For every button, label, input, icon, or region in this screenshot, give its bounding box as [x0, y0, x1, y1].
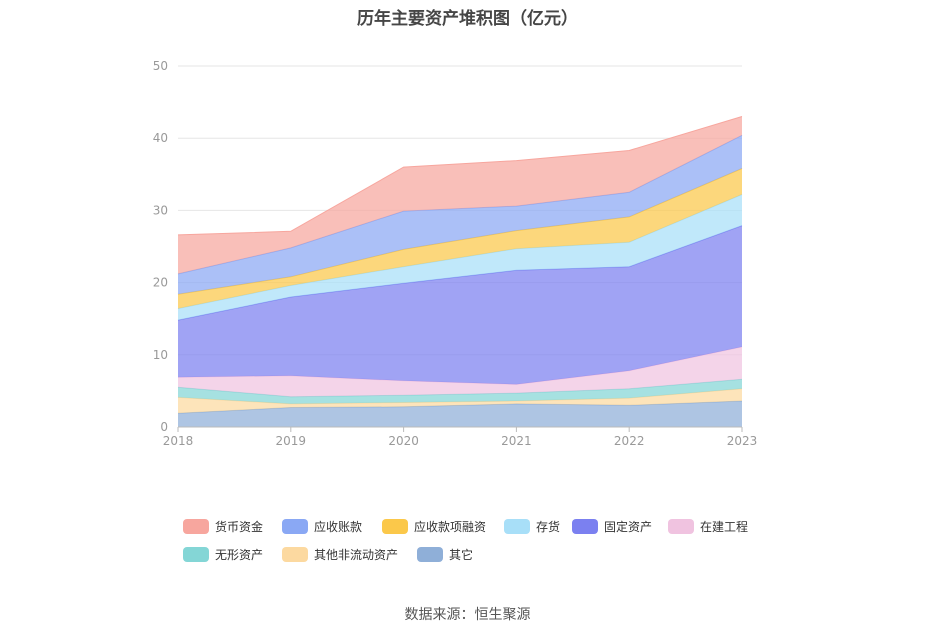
- x-tick-label: 2020: [388, 434, 419, 448]
- legend-item[interactable]: 存货: [504, 518, 560, 535]
- legend-label: 货币资金: [215, 520, 264, 534]
- legend-item[interactable]: 货币资金: [183, 518, 263, 535]
- legend-item[interactable]: 应收款项融资: [382, 518, 486, 535]
- y-tick-label: 20: [153, 276, 168, 290]
- legend-label: 应收款项融资: [414, 520, 487, 534]
- legend-swatch: [504, 519, 530, 534]
- legend-item[interactable]: 在建工程: [668, 518, 748, 535]
- area-1: [178, 388, 742, 414]
- y-tick-label: 10: [153, 348, 168, 362]
- legend-swatch: [183, 547, 209, 562]
- legend-item[interactable]: 其他非流动资产: [282, 546, 398, 563]
- area-4: [178, 225, 742, 385]
- legend-label: 在建工程: [700, 520, 749, 534]
- area-6: [178, 168, 742, 309]
- area-7: [178, 135, 742, 295]
- legend-item[interactable]: 固定资产: [572, 518, 652, 535]
- legend-label: 固定资产: [604, 520, 653, 534]
- legend-item[interactable]: 无形资产: [183, 546, 263, 563]
- x-tick-label: 2021: [501, 434, 532, 448]
- y-tick-label: 40: [153, 131, 168, 145]
- y-tick-label: 50: [153, 59, 168, 73]
- area-2: [178, 379, 742, 404]
- area-3: [178, 346, 742, 397]
- legend-item[interactable]: 其它: [417, 546, 473, 563]
- area-edge-8: [177, 116, 743, 236]
- x-tick-label: 2022: [614, 434, 645, 448]
- legend-swatch: [572, 519, 598, 534]
- legend-label: 其它: [449, 548, 474, 562]
- legend-swatch: [282, 519, 308, 534]
- area-edge-0: [177, 400, 743, 414]
- x-tick-label: 2023: [727, 434, 758, 448]
- legend-swatch: [183, 519, 209, 534]
- legend-label: 其他非流动资产: [314, 548, 399, 562]
- legend-label: 存货: [536, 520, 561, 534]
- stacked-area-chart: 0 10 20 30 40 50 2018 2019 2020 2021 2022 2023: [153, 59, 758, 448]
- y-tick-label: 30: [153, 203, 168, 217]
- legend-item[interactable]: 应收账款: [282, 518, 362, 535]
- legend-label: 无形资产: [215, 548, 264, 562]
- legend-label: 应收账款: [314, 520, 363, 534]
- data-source: 数据来源：恒生聚源: [404, 607, 531, 623]
- chart-title: 历年主要资产堆积图（亿元）: [357, 9, 578, 29]
- legend-swatch: [282, 547, 308, 562]
- legend-swatch: [417, 547, 443, 562]
- legend-swatch: [382, 519, 408, 534]
- x-tick-label: 2018: [163, 434, 194, 448]
- area-5: [178, 194, 742, 321]
- legend-swatch: [668, 519, 694, 534]
- area-8: [178, 116, 742, 274]
- y-tick-label: 0: [160, 420, 168, 434]
- x-tick-label: 2019: [276, 434, 307, 448]
